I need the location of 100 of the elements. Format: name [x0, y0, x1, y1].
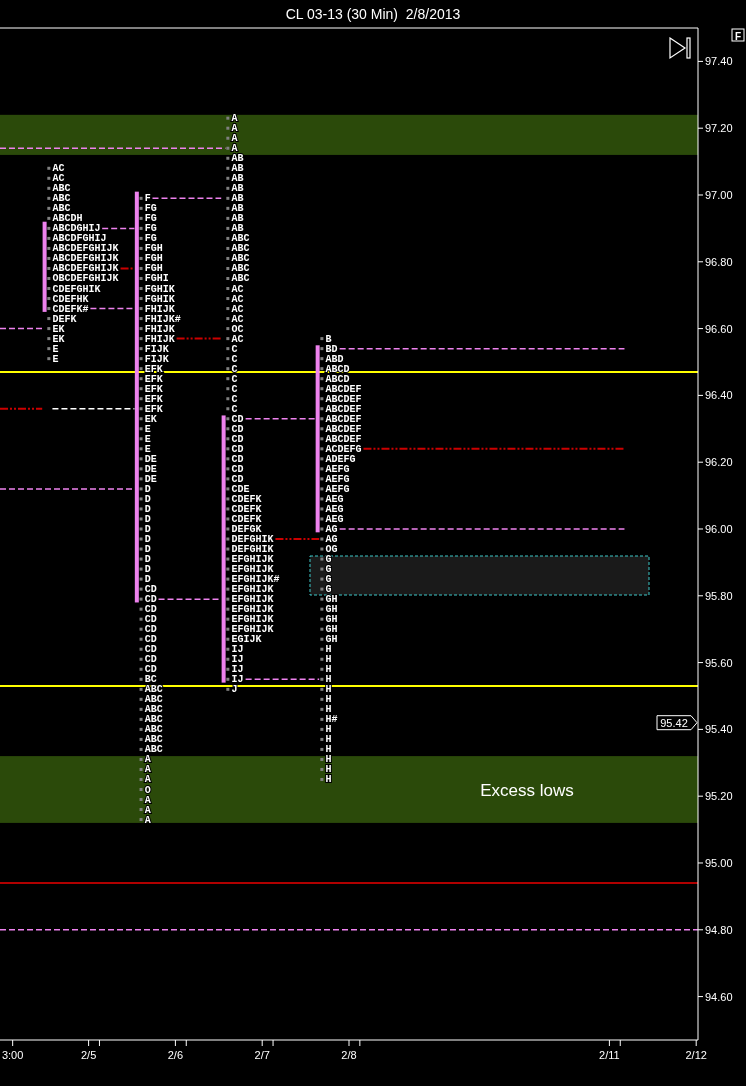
data-label: CDEFK	[231, 503, 262, 515]
point	[226, 176, 230, 180]
point	[226, 537, 230, 541]
data-label: DE	[144, 473, 157, 485]
data-label: EFGHIJK	[231, 623, 274, 635]
bar	[42, 221, 47, 312]
text: F	[734, 30, 742, 41]
data-label: FHIJK	[144, 323, 175, 335]
data-label: D	[144, 533, 151, 545]
data-label: E	[52, 343, 59, 355]
data-label: CD	[144, 633, 157, 645]
point	[320, 457, 324, 461]
point	[320, 357, 324, 361]
point	[47, 266, 51, 270]
data-label: EFGHIJK	[231, 583, 274, 595]
point	[226, 637, 230, 641]
data-label: E	[144, 423, 151, 435]
point	[226, 437, 230, 441]
data-label: FGHIK	[144, 283, 175, 295]
point	[320, 587, 324, 591]
x-tick-label: 2/5	[80, 1049, 97, 1061]
point	[320, 387, 324, 391]
point	[226, 417, 230, 421]
point	[47, 347, 51, 351]
point	[320, 567, 324, 571]
point	[320, 507, 324, 511]
point	[320, 577, 324, 581]
point	[320, 607, 324, 611]
data-label: ADEFG	[325, 453, 356, 465]
y-tick-label: 96.60	[705, 322, 733, 335]
point	[320, 677, 324, 681]
point	[320, 767, 324, 771]
data-label: J	[231, 683, 238, 695]
data-label: ABCDH	[52, 212, 83, 224]
data-label: ABCDEF	[325, 393, 362, 405]
point	[320, 647, 324, 651]
data-label: AG	[325, 523, 338, 535]
data-label: A	[144, 794, 151, 806]
data-label: FIJK	[144, 353, 169, 365]
point	[320, 467, 324, 471]
data-label: DEFGK	[231, 523, 262, 535]
data-label: ABCDFGHIJ	[52, 232, 107, 244]
data-label: H	[325, 773, 332, 785]
point	[226, 156, 230, 160]
point	[226, 317, 230, 321]
point	[226, 196, 230, 200]
data-label: H	[325, 653, 332, 665]
y-tick-label: 95.60	[705, 656, 733, 669]
data-label: ABC	[231, 242, 250, 254]
data-label: BC	[144, 673, 157, 685]
point	[226, 677, 230, 681]
data-label: AB	[231, 202, 244, 214]
data-label: FGHI	[144, 273, 169, 284]
data-label: AC	[52, 162, 65, 174]
point	[226, 547, 230, 551]
point	[320, 517, 324, 521]
data-label: AB	[231, 162, 244, 174]
data-label: E	[144, 443, 151, 455]
y-tick-label: 95.80	[705, 589, 733, 602]
point	[226, 367, 230, 371]
data-label: CD	[144, 643, 157, 655]
data-label: IJ	[231, 673, 244, 685]
point	[320, 427, 324, 431]
point	[320, 597, 324, 601]
data-label: D	[144, 543, 151, 555]
data-label: ABC	[144, 703, 163, 715]
data-label: AEG	[325, 503, 344, 515]
point	[320, 627, 324, 631]
point	[226, 277, 230, 280]
y-tick-label: 96.00	[705, 522, 733, 535]
x-tick-label: 2/6	[167, 1049, 184, 1061]
point	[226, 647, 230, 651]
point	[47, 206, 51, 210]
data-label: ABC	[144, 693, 163, 705]
point	[320, 557, 324, 561]
point	[226, 397, 230, 401]
data-label: AC	[231, 313, 244, 325]
data-label: A	[144, 763, 151, 775]
data-label: ABC	[231, 262, 250, 274]
point	[47, 256, 51, 260]
point	[226, 657, 230, 661]
point	[226, 126, 230, 130]
point	[320, 527, 324, 531]
point	[47, 196, 51, 200]
data-label: C	[231, 353, 238, 365]
data-label: CDEFK	[231, 493, 262, 505]
data-label: EFK	[144, 393, 163, 405]
point	[320, 377, 324, 381]
point	[320, 547, 324, 551]
data-label: CD	[231, 433, 244, 445]
data-label: BD	[325, 343, 338, 355]
point	[226, 186, 230, 190]
data-label: IJ	[231, 653, 244, 665]
y-tick-label: 95.40	[705, 723, 733, 736]
point	[226, 116, 230, 120]
chart-title: CL 03-13 (30 Min) 2/8/2013	[285, 6, 461, 22]
point	[320, 407, 324, 411]
point	[226, 567, 230, 571]
point	[226, 467, 230, 471]
point	[320, 397, 324, 401]
